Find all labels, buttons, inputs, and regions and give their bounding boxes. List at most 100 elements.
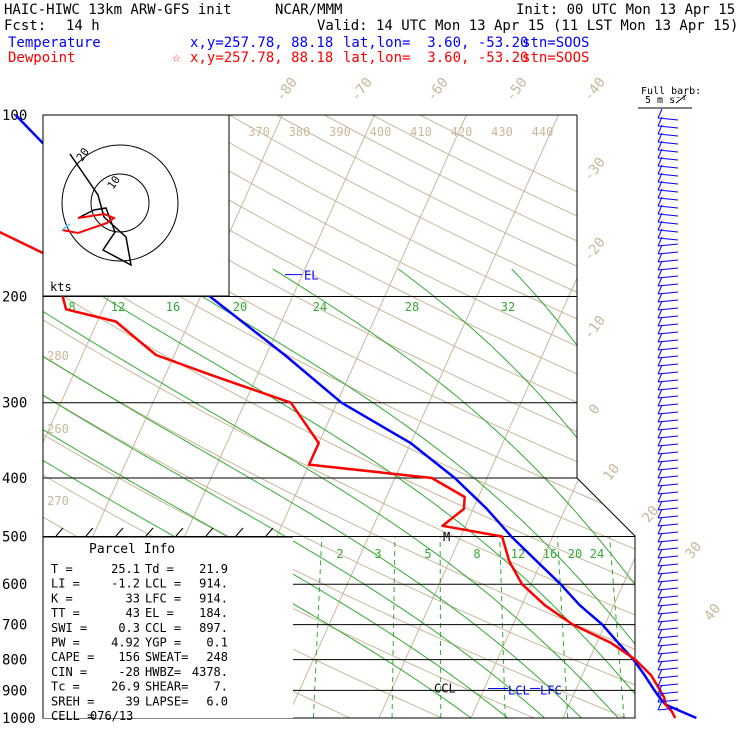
mixing-ratio-label: 20	[568, 547, 582, 561]
hodograph-box	[42, 114, 230, 297]
wind-barb-flag	[657, 404, 663, 415]
fcst-label: Fcst:	[4, 18, 47, 34]
wind-barb-flag	[657, 684, 663, 695]
star-icon: ☆	[172, 50, 181, 66]
parcel-info-value: 156	[118, 650, 140, 664]
mixing-ratio-line	[678, 536, 699, 718]
wind-barb	[657, 259, 679, 263]
wind-barb-flag	[657, 324, 663, 335]
dry-adiabat-label: 440	[532, 125, 554, 139]
moist-adiabat-line	[43, 268, 509, 718]
parcel-info-value: 4378.	[192, 665, 228, 679]
parcel-info-value: 7.	[214, 680, 228, 694]
temperature-legend-label: Temperature	[8, 35, 101, 51]
parcel-info-key: EL =	[145, 606, 174, 620]
wind-barb	[657, 611, 679, 615]
isotherm-label: 0	[586, 401, 604, 417]
isotherm-line	[378, 115, 635, 718]
wind-barb	[657, 251, 679, 255]
wind-barb-flag	[657, 476, 663, 487]
wind-barb-flag	[657, 556, 663, 567]
wind-barb	[657, 363, 679, 367]
wind-barb	[657, 315, 679, 319]
parcel-info-key: Tc =	[51, 680, 80, 694]
mixing-ratio-line	[439, 536, 442, 718]
moist-adiabat-line	[156, 268, 635, 718]
wind-barb-flag	[657, 644, 663, 655]
dry-adiabat-line	[43, 115, 635, 718]
dry-adiabat-label: 260	[47, 422, 69, 436]
wind-barb-flag	[657, 140, 663, 151]
parcel-info-value: -1.2	[111, 577, 140, 591]
mixing-ratio-label: 24	[590, 547, 604, 561]
wind-barb	[657, 499, 679, 503]
dry-adiabat-label: 370	[248, 125, 270, 139]
pressure-tick-label: 400	[2, 471, 27, 487]
wind-barb-flag	[657, 700, 663, 711]
wind-barb	[657, 483, 679, 487]
pressure-tick-label: 900	[2, 683, 27, 699]
wind-barb-flag	[657, 524, 663, 535]
wind-barb-flag	[657, 292, 663, 303]
wind-barb-flag	[657, 124, 663, 135]
dry-adiabat-label: 410	[410, 125, 432, 139]
moist-adiabat-label: 16	[166, 300, 180, 314]
wind-barb-flag	[657, 492, 663, 503]
wind-barb-flag	[657, 356, 663, 367]
fcst-hours: 14 h	[66, 18, 100, 34]
mixing-ratio-label: 5	[424, 547, 431, 561]
pressure-tick-label: 300	[2, 396, 27, 412]
wind-barb	[657, 579, 679, 583]
lfc-label: LFC	[540, 683, 562, 697]
isotherm-line	[562, 115, 635, 718]
parcel-info-key: SHEAR=	[145, 680, 188, 694]
dry-adiabat-label: 380	[289, 125, 311, 139]
wind-barb	[657, 347, 679, 351]
wind-barb-flag	[657, 612, 663, 623]
wind-barb-flag	[657, 316, 663, 327]
hodograph-ring-label: 10	[105, 173, 123, 191]
wind-barb	[657, 507, 679, 511]
moist-adiabat-line	[43, 268, 545, 718]
wind-barb-flag	[657, 332, 663, 343]
wind-barb	[657, 587, 679, 591]
hatch-mark	[235, 527, 244, 537]
parcel-info-key: LAPSE=	[145, 694, 188, 708]
wind-barb	[657, 491, 679, 495]
wind-barb-flag	[657, 588, 663, 599]
wind-barb	[657, 395, 679, 399]
mixing-ratio-line	[391, 536, 396, 718]
parcel-info-value: 25.1	[111, 562, 140, 576]
wind-barb	[657, 675, 679, 679]
wind-barb-flag	[657, 516, 663, 527]
wind-barb-flag	[657, 204, 663, 215]
dewpoint-latlon: lat,lon= 3.60, -53.20	[343, 50, 529, 66]
mixing-ratio-line	[557, 536, 569, 718]
wind-barb	[657, 467, 679, 471]
parcel-info-value: 914.	[199, 577, 228, 591]
isotherm-label: -50	[503, 75, 531, 105]
hodograph-ring	[61, 144, 179, 262]
hatch-mark	[85, 527, 94, 537]
wind-barb-flag	[657, 604, 663, 615]
wind-barb-flag	[657, 164, 663, 175]
parcel-info-value: 248	[206, 650, 228, 664]
parcel-info-key: PW =	[51, 636, 80, 650]
hodograph-surface-trace	[61, 223, 71, 231]
wind-barb	[657, 355, 679, 359]
wind-barb	[657, 659, 679, 663]
parcel-info-value: 6.0	[206, 694, 228, 708]
wind-barb-flag	[657, 196, 663, 207]
wind-barb	[657, 435, 679, 439]
pressure-tick-label: 200	[2, 290, 27, 306]
dry-adiabat-line	[43, 115, 635, 718]
isotherm-label: -30	[581, 155, 609, 185]
wind-barb	[657, 683, 679, 687]
parcel-info-value: 076/13	[90, 709, 133, 723]
wind-barb	[657, 403, 679, 407]
wind-barb-flag	[657, 276, 663, 287]
parcel-info-key: SWI =	[51, 621, 87, 635]
parcel-info-key: LFC =	[145, 591, 181, 605]
temperature-latlon: lat,lon= 3.60, -53.20	[343, 35, 529, 51]
isotherm-label: 30	[682, 539, 705, 562]
